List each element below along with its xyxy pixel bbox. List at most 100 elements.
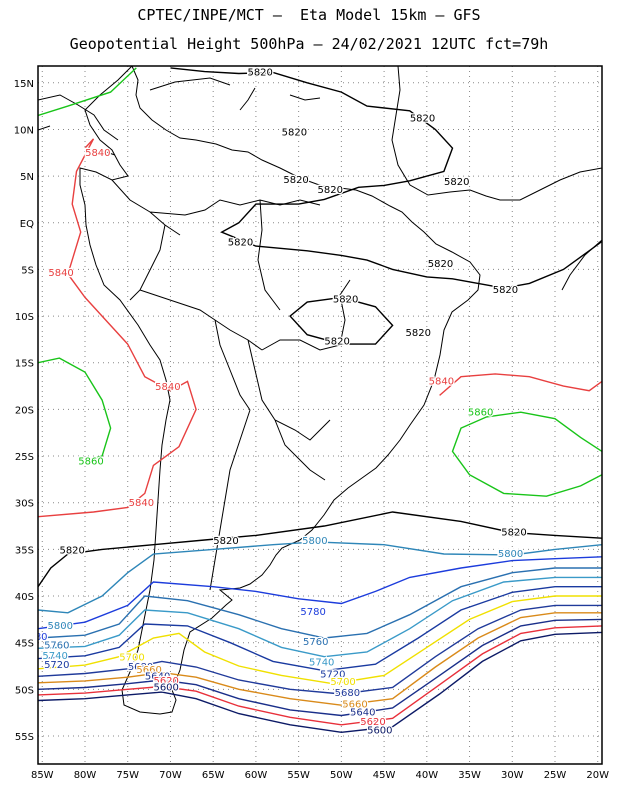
contour-label: 5820 xyxy=(282,127,307,138)
map-title-line1: CPTEC/INPE/MCT – Eta Model 15km – GFS xyxy=(137,6,481,24)
contour-label: 5680 xyxy=(335,688,360,699)
lon-tick-label: 20W xyxy=(586,770,609,781)
contour-5620 xyxy=(38,625,602,726)
lat-tick-label: 5S xyxy=(21,265,34,276)
contour-label: 5820 xyxy=(501,528,526,539)
contour-label: 5760 xyxy=(303,637,328,648)
lat-tick-label: 35S xyxy=(15,545,34,556)
lon-tick-label: 65W xyxy=(202,770,225,781)
contour-5680 xyxy=(38,604,602,695)
contour-5740 xyxy=(38,576,602,658)
contour-5860 xyxy=(38,67,137,117)
lat-lon-grid xyxy=(38,66,602,764)
lat-tick-label: 30S xyxy=(15,499,34,510)
contour-labels: 5820 5820 5820 5840 5820 5820 5820 5820 5840 5820… xyxy=(28,66,528,737)
lon-tick-label: 40W xyxy=(416,770,439,781)
map-frame xyxy=(37,65,603,765)
lon-tick-label: 50W xyxy=(330,770,353,781)
lon-tick-label: 45W xyxy=(373,770,396,781)
contour-label: 5860 xyxy=(468,407,493,418)
contour-5660 xyxy=(38,612,602,706)
axis-labels: 15N 10N 5N EQ 5S 10S 15S 20S 25S 30S 35S 40S 45S 50S 5… xyxy=(14,79,609,781)
contour-label: 5820 xyxy=(406,328,431,339)
country-borders xyxy=(111,179,351,591)
contour-label: 5660 xyxy=(342,699,367,710)
lon-tick-label: 80W xyxy=(74,770,97,781)
lat-tick-label: 5N xyxy=(20,172,34,183)
contour-label: 5820 xyxy=(247,68,272,79)
africa-coastline xyxy=(391,66,602,201)
coastlines-and-borders xyxy=(38,66,602,715)
contour-5600 xyxy=(38,631,602,734)
contour-label: 5820 xyxy=(428,259,453,270)
lat-tick-label: 40S xyxy=(15,592,34,603)
contour-5840 xyxy=(38,138,197,518)
lat-tick-label: 10S xyxy=(15,312,34,323)
contour-label: 5820 xyxy=(444,177,469,188)
contour-label: 5660 xyxy=(136,665,161,676)
contour-label: 5720 xyxy=(320,669,345,680)
contour-label: 5860 xyxy=(78,457,103,468)
lat-tick-label: 25S xyxy=(15,452,34,463)
lat-tick-label: 20S xyxy=(15,405,34,416)
contour-label: 5820 xyxy=(228,237,253,248)
contour-label: 5840 xyxy=(429,376,454,387)
contour-label: 5620 xyxy=(153,676,178,687)
lat-tick-label: 50S xyxy=(15,685,34,696)
contour-5640 xyxy=(38,618,602,717)
height-contours xyxy=(38,67,602,734)
contour-label: 5780 xyxy=(300,607,325,618)
contour-label: 5800 xyxy=(47,621,72,632)
contour-label: 5740 xyxy=(309,657,334,668)
lat-tick-label: 45S xyxy=(15,639,34,650)
contour-label: 5820 xyxy=(59,545,84,556)
contour-label: 780 xyxy=(28,632,47,643)
lon-tick-label: 35W xyxy=(458,770,481,781)
contour-5860 xyxy=(451,411,602,497)
contour-label: 5820 xyxy=(283,175,308,186)
contour-label: 5680 xyxy=(128,662,153,673)
lon-tick-label: 30W xyxy=(501,770,524,781)
lat-tick-label: 10N xyxy=(14,125,34,136)
lon-tick-label: 75W xyxy=(116,770,139,781)
contour-5760 xyxy=(38,567,602,639)
contour-5780 xyxy=(38,556,602,630)
contour-label: 5840 xyxy=(48,268,73,279)
lon-tick-label: 70W xyxy=(159,770,182,781)
contour-label: 5600 xyxy=(367,725,392,736)
contour-5820 xyxy=(38,511,602,588)
lat-tick-label: EQ xyxy=(20,219,34,230)
contour-5720 xyxy=(38,586,602,672)
contour-label: 5700 xyxy=(330,677,355,688)
contour-5820 xyxy=(170,67,602,289)
lon-tick-label: 25W xyxy=(544,770,567,781)
lon-tick-label: 85W xyxy=(31,770,54,781)
contour-label: 5800 xyxy=(302,536,327,547)
lat-tick-label: 15S xyxy=(15,359,34,370)
contour-label: 5800 xyxy=(498,549,523,560)
lat-tick-label: 55S xyxy=(15,732,34,743)
contour-5700 xyxy=(38,595,602,685)
contour-label: 5820 xyxy=(410,113,435,124)
map-title-line2: Geopotential Height 500hPa – 24/02/2021 … xyxy=(69,35,549,53)
contour-label: 5760 xyxy=(44,641,69,652)
south-america-coastline xyxy=(79,66,481,715)
contour-label: 5820 xyxy=(318,185,343,196)
contour-5840 xyxy=(439,373,602,396)
lon-tick-label: 55W xyxy=(287,770,310,781)
contour-label: 5640 xyxy=(350,708,375,719)
lon-tick-label: 60W xyxy=(245,770,268,781)
contour-label: 5840 xyxy=(129,498,154,509)
contour-label: 5600 xyxy=(153,683,178,694)
contour-label: 5720 xyxy=(44,660,69,671)
contour-label: 5820 xyxy=(333,294,358,305)
contour-label: 5840 xyxy=(155,382,180,393)
contour-label: 5740 xyxy=(42,651,67,662)
contour-label: 5820 xyxy=(324,336,349,347)
contour-5800 xyxy=(38,541,602,614)
contour-5860 xyxy=(38,357,112,462)
contour-label: 5620 xyxy=(360,717,385,728)
contour-label: 5820 xyxy=(213,536,238,547)
contour-label: 5640 xyxy=(145,671,170,682)
